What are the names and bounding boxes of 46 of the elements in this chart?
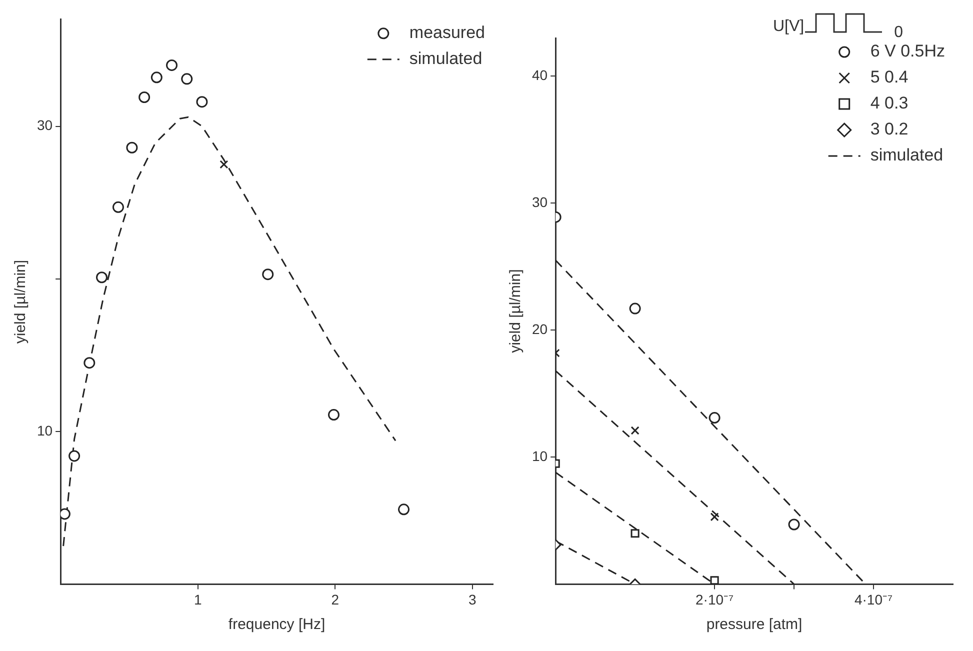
point bbox=[262, 268, 274, 280]
point bbox=[398, 504, 410, 516]
annotation: 0 bbox=[894, 24, 903, 42]
point bbox=[196, 96, 208, 108]
x-tick-label: 2·10⁻⁷ bbox=[695, 591, 734, 608]
point bbox=[630, 426, 640, 435]
y-tick-label: 30 bbox=[36, 117, 53, 134]
y-tick-label: 30 bbox=[532, 194, 548, 210]
point bbox=[708, 412, 720, 424]
point bbox=[126, 142, 138, 154]
x-tick-label: 1 bbox=[194, 591, 202, 608]
legend-label: 6 V 0.5Hz bbox=[870, 42, 946, 61]
point bbox=[166, 59, 178, 71]
point bbox=[629, 302, 641, 314]
point bbox=[150, 72, 162, 84]
legend-label: simulated bbox=[409, 49, 482, 68]
y-tick-label: 40 bbox=[532, 66, 548, 83]
x-tick-label: 3 bbox=[468, 591, 477, 608]
point bbox=[138, 92, 150, 103]
legend-label: 4 0.3 bbox=[870, 94, 908, 113]
point bbox=[68, 450, 80, 462]
point bbox=[788, 518, 800, 530]
y-axis-title: yield [µl/min] bbox=[12, 260, 30, 344]
legend-label: measured bbox=[409, 23, 486, 42]
legend-label: simulated bbox=[870, 146, 944, 165]
point bbox=[84, 357, 96, 369]
point bbox=[710, 576, 719, 584]
point bbox=[630, 529, 640, 538]
x-tick-label: 2 bbox=[331, 591, 340, 608]
y-axis-title: yield [µl/min] bbox=[507, 269, 524, 353]
legend-label: 3 0.2 bbox=[870, 120, 908, 139]
x-axis-title: frequency [Hz] bbox=[228, 616, 326, 634]
point bbox=[112, 201, 124, 213]
line-series bbox=[62, 116, 396, 547]
text: U[V] bbox=[772, 18, 804, 36]
point bbox=[710, 512, 719, 522]
x-tick-label: 4·10⁻⁷ bbox=[854, 591, 893, 608]
point bbox=[181, 73, 193, 85]
point bbox=[220, 160, 228, 169]
x-axis-title: pressure [atm] bbox=[706, 616, 802, 634]
legend-label: 5 0.4 bbox=[870, 68, 908, 87]
point bbox=[96, 272, 108, 284]
y-tick-label: 10 bbox=[36, 422, 53, 438]
point bbox=[328, 409, 340, 421]
y-tick-label: 10 bbox=[532, 448, 548, 464]
y-tick-label: 20 bbox=[532, 321, 548, 338]
